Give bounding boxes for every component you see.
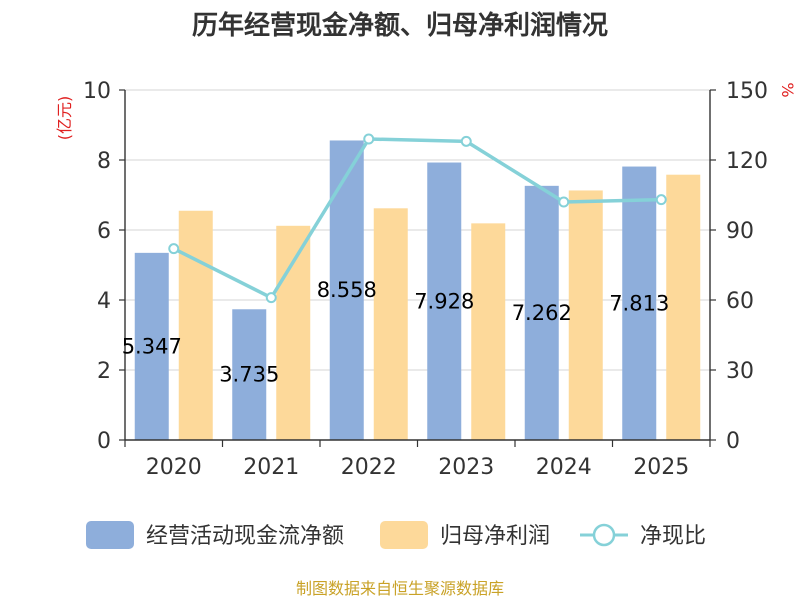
net-profit-bar (568, 190, 603, 440)
bar-labels: 5.347 3.735 8.558 7.928 7.262 7.813 (122, 278, 670, 386)
axes: 0 2 4 6 8 10 0 30 60 90 120 150 2020 2021 2022 2023 2024… (83, 79, 768, 480)
cash-flow-data-label: 7.813 (609, 291, 669, 315)
source-note: 制图数据来自恒生聚源数据库 (296, 579, 504, 598)
ratio-line-path (172, 137, 662, 300)
gridlines (125, 89, 710, 371)
left-tick-label: 6 (97, 219, 111, 244)
x-tick-label: 2024 (536, 455, 592, 480)
net-profit-bar (471, 223, 506, 440)
chart-title: 历年经营现金净额、归母净利润情况 (192, 10, 608, 41)
net-profit-bar (373, 208, 408, 440)
legend-net-profit: 归母净利润 (380, 521, 550, 549)
ratio-point (363, 133, 375, 145)
ratio-point (168, 243, 180, 255)
legend-swatch (86, 521, 134, 549)
ratio-point (558, 196, 570, 208)
right-tick-label: 60 (726, 289, 754, 314)
cash-flow-bar (622, 166, 657, 441)
legend-ratio: 净现比 (580, 523, 706, 549)
left-tick-label: 0 (97, 429, 111, 454)
net-profit-bar (276, 225, 311, 440)
cash-flow-bar (134, 252, 169, 440)
right-axis-unit: % (778, 82, 797, 97)
left-tick-label: 10 (83, 79, 111, 104)
right-tick-label: 0 (726, 429, 740, 454)
right-tick-label: 120 (726, 149, 768, 174)
ratio-point (265, 292, 277, 304)
cash-flow-bar (232, 309, 267, 440)
x-tick-label: 2025 (633, 455, 689, 480)
right-tick-label: 30 (726, 359, 754, 384)
ratio-point (460, 135, 472, 147)
net-profit-bar (666, 174, 701, 440)
cash-flow-bar (427, 162, 462, 440)
legend: 经营活动现金流净额 归母净利润 净现比 (86, 521, 706, 549)
net-profit-bar (178, 210, 213, 440)
x-tick-label: 2020 (146, 455, 202, 480)
ratio-point (655, 194, 667, 206)
cash-flow-data-label: 8.558 (317, 278, 377, 302)
legend-cash-flow: 经营活动现金流净额 (86, 521, 344, 549)
right-tick-label: 150 (726, 79, 768, 104)
legend-label: 归母净利润 (440, 524, 550, 549)
legend-marker (592, 523, 616, 547)
cash-flow-data-label: 7.262 (512, 301, 572, 325)
right-tick-label: 90 (726, 219, 754, 244)
x-tick-label: 2021 (243, 455, 299, 480)
legend-label: 净现比 (640, 524, 706, 549)
left-tick-label: 2 (97, 359, 111, 384)
legend-label: 经营活动现金流净额 (146, 524, 344, 549)
x-tick-label: 2023 (438, 455, 494, 480)
cash-flow-data-label: 7.928 (414, 289, 474, 313)
cash-flow-bar (524, 185, 559, 440)
cash-flow-data-label: 5.347 (122, 334, 182, 358)
ratio-line (168, 133, 667, 304)
left-tick-label: 4 (97, 289, 111, 314)
cash-flow-data-label: 3.735 (219, 363, 279, 387)
left-axis-unit: (亿元) (55, 96, 74, 141)
left-tick-label: 8 (97, 149, 111, 174)
x-tick-label: 2022 (341, 455, 397, 480)
legend-swatch (380, 521, 428, 549)
